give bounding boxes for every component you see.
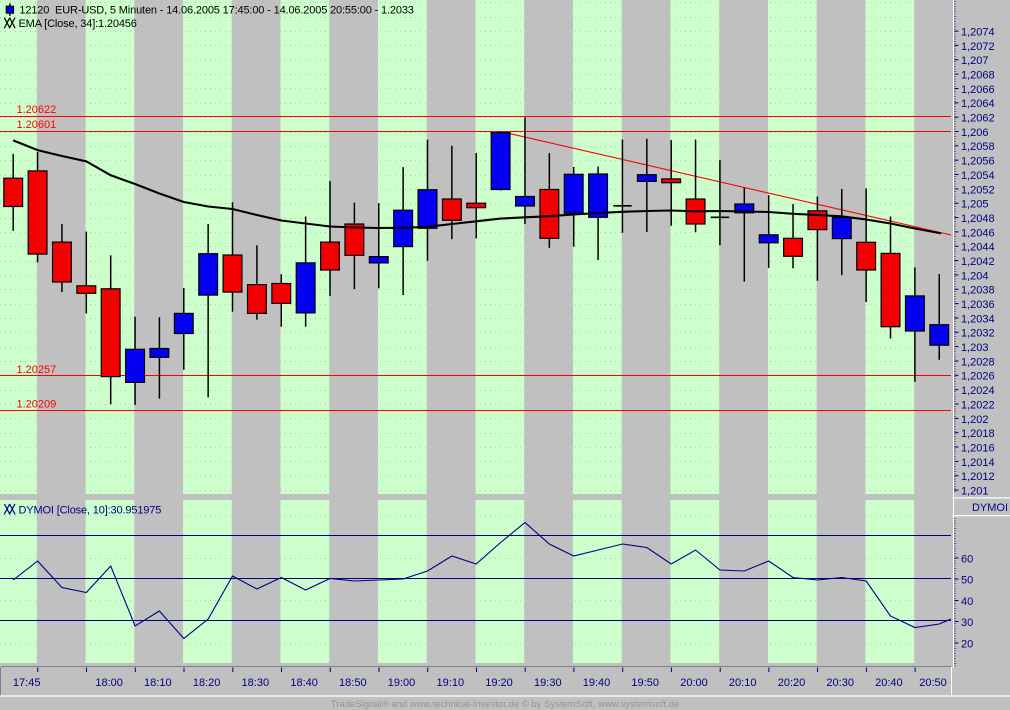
svg-text:19:10: 19:10 [437, 677, 465, 689]
svg-text:1,2026: 1,2026 [961, 371, 995, 383]
svg-text:1,202: 1,202 [961, 414, 989, 426]
svg-text:1.20209: 1.20209 [17, 399, 57, 411]
svg-text:18:30: 18:30 [242, 677, 270, 689]
svg-text:1,2072: 1,2072 [961, 41, 995, 53]
svg-text:18:20: 18:20 [193, 677, 221, 689]
svg-text:DYMOI [Close, 10]:30.951975: DYMOI [Close, 10]:30.951975 [19, 505, 162, 517]
svg-text:1,2064: 1,2064 [961, 98, 995, 110]
svg-text:19:00: 19:00 [388, 677, 416, 689]
svg-text:60: 60 [961, 553, 973, 565]
svg-text:19:40: 19:40 [583, 677, 611, 689]
svg-text:20:30: 20:30 [826, 677, 854, 689]
svg-text:18:10: 18:10 [144, 677, 172, 689]
svg-text:1,2018: 1,2018 [961, 428, 995, 440]
svg-text:1,204: 1,204 [961, 270, 989, 282]
svg-text:1,2032: 1,2032 [961, 328, 995, 340]
svg-text:1.20257: 1.20257 [17, 364, 57, 376]
svg-text:18:00: 18:00 [95, 677, 123, 689]
svg-text:1,2058: 1,2058 [961, 141, 995, 153]
svg-text:30: 30 [961, 617, 973, 629]
svg-text:1,2022: 1,2022 [961, 399, 995, 411]
svg-text:20: 20 [961, 638, 973, 650]
svg-text:1.20601: 1.20601 [17, 119, 57, 131]
svg-text:1,2028: 1,2028 [961, 356, 995, 368]
svg-text:1,2046: 1,2046 [961, 227, 995, 239]
svg-text:19:50: 19:50 [631, 677, 659, 689]
svg-text:19:30: 19:30 [534, 677, 562, 689]
svg-text:1,2012: 1,2012 [961, 471, 995, 483]
svg-text:50: 50 [961, 574, 973, 586]
svg-text:19:20: 19:20 [485, 677, 513, 689]
svg-text:40: 40 [961, 596, 973, 608]
svg-text:18:50: 18:50 [339, 677, 367, 689]
svg-text:1,2066: 1,2066 [961, 84, 995, 96]
svg-text:TradeSignal® and www.technical: TradeSignal® and www.technical-investor.… [331, 699, 679, 710]
svg-text:17:45: 17:45 [13, 677, 41, 689]
svg-text:1,2036: 1,2036 [961, 299, 995, 311]
svg-text:EMA [Close, 34]:1.20456: EMA [Close, 34]:1.20456 [19, 18, 137, 30]
svg-text:1.20622: 1.20622 [17, 104, 57, 116]
svg-text:1,2024: 1,2024 [961, 385, 995, 397]
svg-text:18:40: 18:40 [290, 677, 318, 689]
svg-text:1,207: 1,207 [961, 55, 989, 67]
svg-text:1,203: 1,203 [961, 342, 989, 354]
svg-text:1,2068: 1,2068 [961, 70, 995, 82]
svg-text:1,2062: 1,2062 [961, 113, 995, 125]
svg-text:1,2056: 1,2056 [961, 156, 995, 168]
svg-text:20:50: 20:50 [919, 677, 947, 689]
svg-text:1,2044: 1,2044 [961, 242, 995, 254]
svg-text:DYMOI: DYMOI [972, 502, 1008, 514]
svg-text:1,2042: 1,2042 [961, 256, 995, 268]
svg-text:1,2048: 1,2048 [961, 213, 995, 225]
svg-text:1,2034: 1,2034 [961, 313, 995, 325]
svg-text:1,205: 1,205 [961, 199, 989, 211]
svg-text:1,2016: 1,2016 [961, 442, 995, 454]
svg-text:1,2054: 1,2054 [961, 170, 995, 182]
svg-text:12120 EUR-USD, 5 Minuten - 14: 12120 EUR-USD, 5 Minuten - 14.06.2005 17… [19, 4, 413, 16]
svg-text:1,2038: 1,2038 [961, 285, 995, 297]
svg-text:20:40: 20:40 [875, 677, 903, 689]
svg-text:1,2052: 1,2052 [961, 184, 995, 196]
svg-text:1,2074: 1,2074 [961, 27, 995, 39]
svg-text:1,206: 1,206 [961, 127, 989, 139]
svg-text:1,2014: 1,2014 [961, 457, 995, 469]
svg-text:20:10: 20:10 [729, 677, 757, 689]
svg-text:1,201: 1,201 [961, 486, 989, 498]
svg-text:20:00: 20:00 [680, 677, 708, 689]
svg-text:20:20: 20:20 [778, 677, 806, 689]
